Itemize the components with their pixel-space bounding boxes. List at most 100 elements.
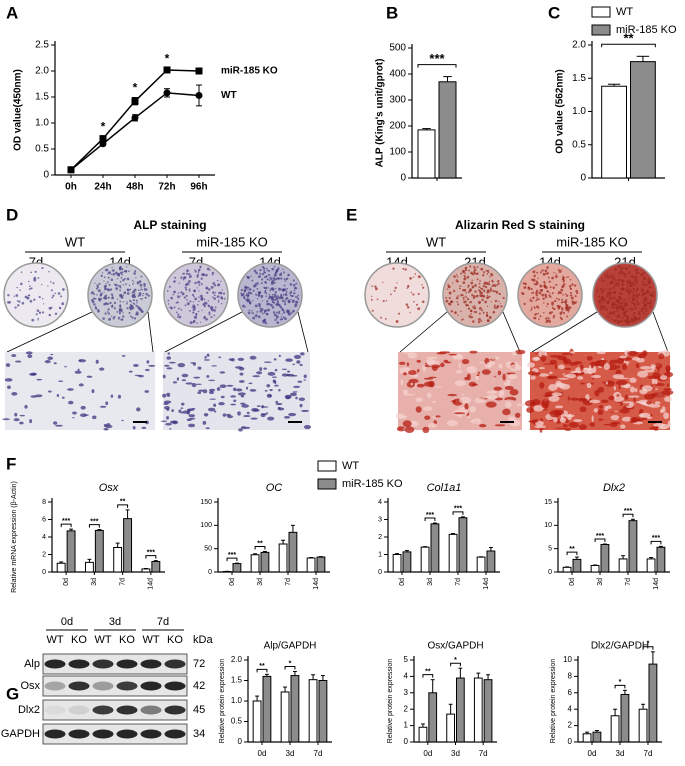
stain-texture (623, 305, 626, 307)
stain-texture (413, 300, 415, 303)
stain-texture (520, 291, 523, 294)
stain-texture (265, 267, 268, 270)
stain-texture (630, 288, 633, 291)
stain-texture (566, 315, 569, 318)
micrograph-texture (403, 393, 415, 396)
micrograph-texture (164, 364, 170, 367)
stain-texture (484, 300, 488, 304)
stain-texture (611, 306, 613, 309)
micrograph-texture (549, 354, 562, 358)
x-tick-label: 24h (94, 182, 111, 193)
stain-texture (639, 273, 642, 276)
lane-label: KO (71, 634, 87, 646)
stain-texture (568, 284, 572, 288)
x-tick-label: 14d (483, 578, 490, 590)
stain-texture (645, 290, 649, 294)
stain-texture (468, 290, 471, 294)
stain-texture (207, 300, 210, 302)
blot-band (44, 729, 66, 739)
stain-texture (273, 293, 277, 297)
stain-texture (191, 307, 193, 309)
stain-texture (128, 284, 131, 287)
stain-texture (452, 289, 456, 293)
micrograph-texture (163, 402, 169, 406)
stain-texture (7, 293, 10, 297)
stain-texture (600, 280, 603, 282)
stain-texture (103, 296, 107, 300)
stain-texture (284, 298, 287, 301)
stain-texture (273, 299, 276, 302)
micrograph-texture (204, 355, 207, 359)
y-tick-label: 200 (389, 121, 406, 132)
stain-texture (180, 308, 183, 311)
stain-texture (636, 318, 639, 321)
micrograph-texture (86, 375, 93, 378)
micrograph-texture (440, 362, 445, 368)
x-tick-label: 7d (314, 749, 323, 758)
micrograph-texture (267, 416, 275, 421)
stain-texture (617, 265, 621, 269)
micrograph-texture (146, 360, 150, 364)
significance: *** (454, 506, 462, 513)
stain-texture (640, 287, 642, 289)
micrograph-texture (265, 412, 269, 414)
stain-texture (469, 302, 471, 304)
stain-texture (98, 282, 101, 285)
stain-texture (612, 274, 615, 277)
stain-texture (283, 278, 286, 281)
bar (260, 551, 270, 573)
stain-texture (126, 307, 129, 310)
y-axis-label: ALP (King's unit/gprot) (375, 59, 386, 168)
stain-texture (283, 284, 286, 287)
stain-texture (630, 301, 633, 304)
micrograph-texture (117, 394, 121, 399)
data-point (163, 89, 171, 97)
stain-texture (61, 288, 65, 291)
stain-texture (279, 318, 283, 321)
stain-texture (466, 298, 470, 301)
stain-texture (281, 313, 283, 315)
stain-texture (185, 288, 188, 291)
stain-texture (120, 267, 124, 271)
lane-label: WT (94, 634, 111, 646)
stain-texture (259, 291, 262, 293)
stain-texture (547, 276, 550, 279)
stain-texture (199, 268, 201, 271)
stain-texture (535, 300, 537, 302)
x-tick-label: 3d (257, 578, 264, 586)
micrograph-texture (406, 362, 410, 367)
stain-texture (146, 288, 148, 291)
stain-texture (276, 300, 280, 303)
y-tick-label: 0 (548, 569, 552, 576)
bar (628, 520, 638, 573)
micrograph-texture (25, 351, 33, 355)
stain-texture (19, 289, 21, 291)
data-point (99, 140, 107, 148)
stain-texture (116, 311, 119, 313)
blot-band (140, 705, 162, 715)
stain-texture (170, 306, 173, 310)
stain-texture (120, 277, 123, 279)
y-tick-label: 3 (378, 516, 382, 523)
stain-texture (545, 317, 548, 320)
stain-texture (188, 288, 191, 291)
x-tick-label: 0d (399, 578, 406, 586)
bar (638, 708, 648, 743)
micrograph-texture (78, 359, 82, 362)
stain-texture (180, 276, 183, 279)
stain-texture (473, 266, 476, 269)
stain-texture (15, 294, 19, 297)
stain-texture (107, 273, 109, 275)
data-point (163, 66, 171, 74)
stain-texture (544, 293, 547, 297)
micrograph-texture (614, 410, 618, 413)
stain-texture (471, 279, 473, 281)
data-point (131, 97, 139, 105)
stain-texture (173, 291, 175, 293)
stain-texture (538, 291, 542, 295)
micrograph-texture (299, 403, 303, 408)
chart-title: OC (266, 482, 283, 494)
stain-texture (262, 319, 265, 323)
micrograph-texture (580, 382, 586, 385)
stain-texture (250, 275, 252, 277)
